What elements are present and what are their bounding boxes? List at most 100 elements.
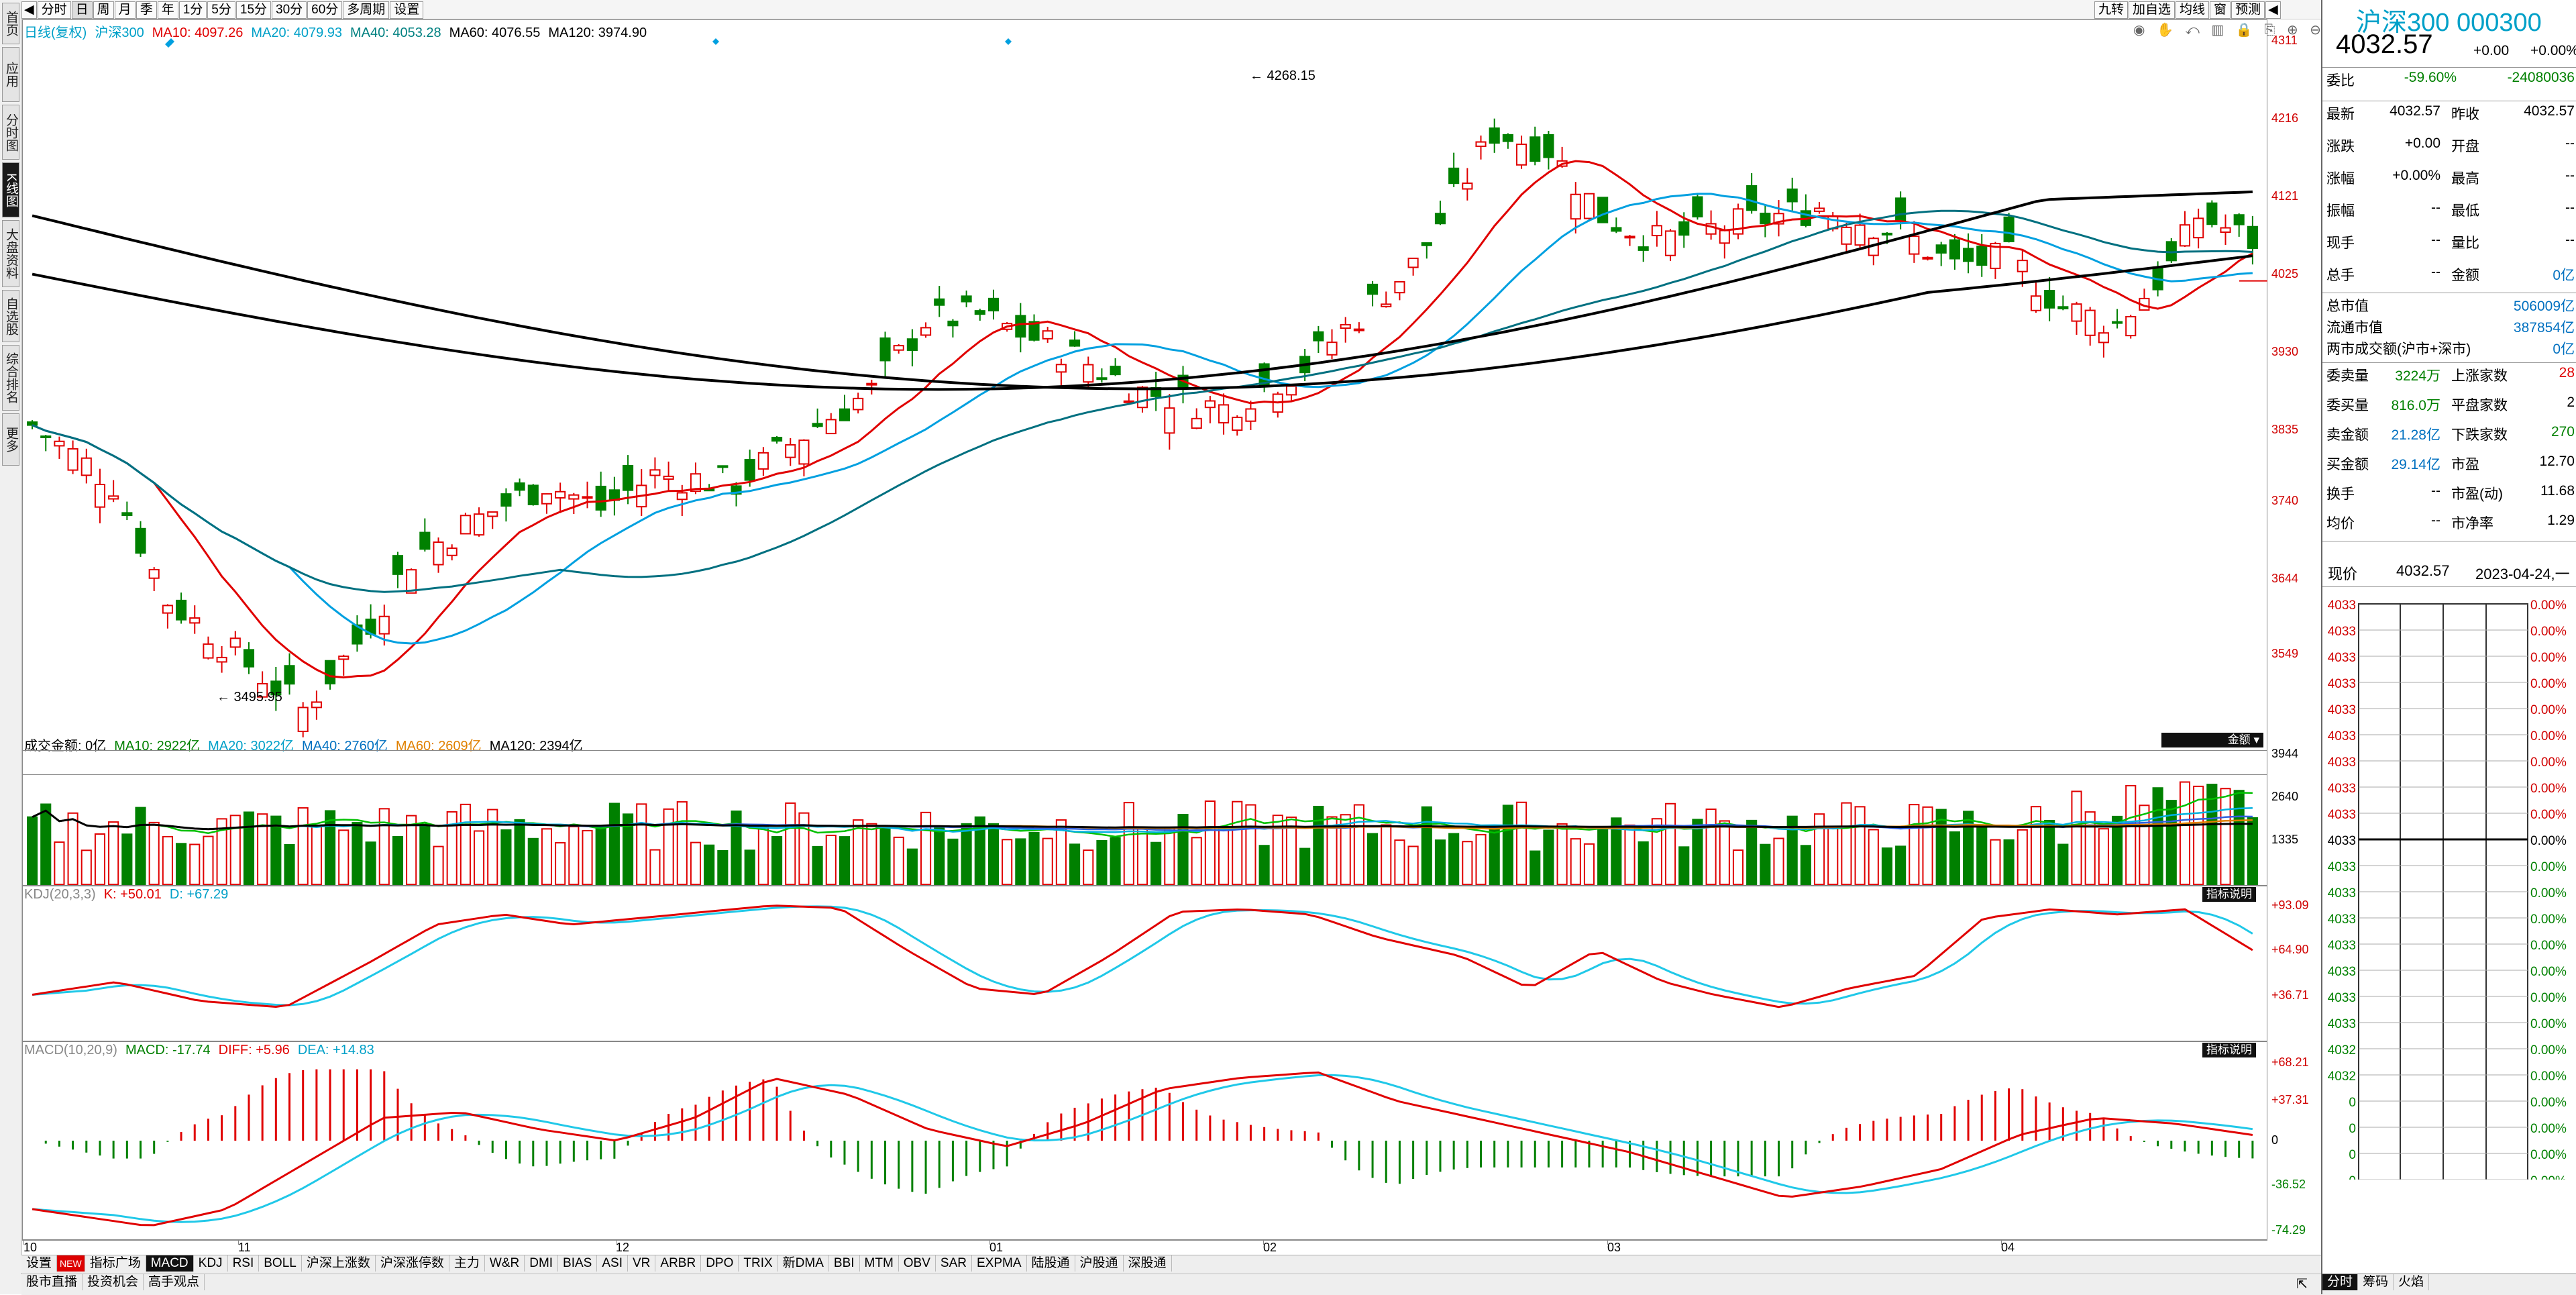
period-quarter[interactable]: 季 bbox=[136, 1, 157, 19]
candle[interactable] bbox=[595, 471, 606, 517]
candle[interactable] bbox=[1570, 182, 1581, 234]
sidebar-item-market-info[interactable]: 大盘资料 bbox=[2, 220, 19, 287]
ma-button[interactable]: 均线 bbox=[2176, 1, 2210, 19]
candle[interactable] bbox=[1665, 229, 1676, 261]
indicator-tab[interactable]: ASI bbox=[597, 1255, 628, 1272]
candle[interactable] bbox=[879, 331, 891, 377]
indicator-tab[interactable]: DPO bbox=[701, 1255, 739, 1272]
indicator-tab[interactable]: KDJ bbox=[194, 1255, 228, 1272]
candle[interactable] bbox=[487, 511, 498, 529]
macd-help-button[interactable]: 指标说明 bbox=[2202, 1043, 2256, 1057]
candle[interactable] bbox=[392, 552, 404, 588]
period-30min[interactable]: 30分 bbox=[272, 1, 307, 19]
candle[interactable] bbox=[1123, 393, 1134, 403]
candle[interactable] bbox=[853, 393, 864, 414]
candle[interactable] bbox=[1800, 194, 1811, 227]
candle[interactable] bbox=[771, 435, 783, 444]
event-marker-icon[interactable] bbox=[1005, 38, 1012, 45]
candle[interactable] bbox=[108, 480, 119, 503]
sidebar-item-kline[interactable]: K线图 bbox=[2, 162, 19, 217]
candle[interactable] bbox=[1692, 193, 1703, 220]
indicator-tab[interactable]: W&R bbox=[485, 1255, 525, 1272]
candle[interactable] bbox=[338, 654, 350, 676]
candle[interactable] bbox=[555, 482, 566, 513]
candle[interactable] bbox=[1638, 235, 1649, 262]
indicator-tab[interactable]: 深股通 bbox=[1124, 1255, 1172, 1272]
expand-arrow-icon[interactable]: ⇱ bbox=[2296, 1277, 2308, 1292]
candle[interactable] bbox=[176, 592, 187, 624]
add-watchlist-button[interactable]: 加自选 bbox=[2129, 1, 2176, 19]
candle[interactable] bbox=[1868, 236, 1879, 266]
candle[interactable] bbox=[2057, 295, 2069, 311]
mini-intraday-chart[interactable]: 4033 0.00% 4033 0.00% 4033 0.00% 4033 0.00% 4033… bbox=[2322, 589, 2576, 1180]
candle[interactable] bbox=[474, 507, 485, 537]
indicator-tab[interactable]: BIAS bbox=[558, 1255, 598, 1272]
candle[interactable] bbox=[406, 568, 417, 594]
candle[interactable] bbox=[419, 518, 431, 552]
candle[interactable] bbox=[1990, 242, 2001, 279]
candle[interactable] bbox=[2179, 211, 2191, 248]
candle[interactable] bbox=[717, 465, 729, 474]
expert-view-link[interactable]: 高手观点 bbox=[144, 1274, 205, 1290]
candle[interactable] bbox=[1394, 280, 1405, 301]
indicator-tab[interactable]: 主力 bbox=[449, 1255, 485, 1272]
candle[interactable] bbox=[229, 631, 241, 656]
period-year[interactable]: 年 bbox=[157, 1, 178, 19]
candle[interactable] bbox=[270, 666, 282, 711]
candle[interactable] bbox=[1475, 136, 1487, 160]
candle[interactable] bbox=[1164, 394, 1175, 450]
candle[interactable] bbox=[1218, 393, 1230, 435]
candle[interactable] bbox=[216, 645, 227, 673]
sidebar-item-watchlist[interactable]: 自选股 bbox=[2, 290, 19, 342]
candle[interactable] bbox=[663, 461, 674, 492]
indicator-tab[interactable]: 指标广场 bbox=[85, 1255, 146, 1272]
candle[interactable] bbox=[812, 408, 823, 428]
candle[interactable] bbox=[2044, 276, 2055, 321]
candle[interactable] bbox=[527, 484, 539, 506]
candle[interactable] bbox=[1326, 329, 1338, 360]
candle[interactable] bbox=[1854, 213, 1866, 248]
candle[interactable] bbox=[1611, 217, 1622, 234]
candle[interactable] bbox=[1015, 303, 1026, 353]
volume-type-dropdown[interactable]: 金额 ▾ bbox=[2161, 733, 2263, 747]
candle[interactable] bbox=[2030, 282, 2042, 313]
indicator-tab[interactable]: 设置 bbox=[21, 1255, 58, 1272]
legend-mode[interactable]: 日线(复权) bbox=[24, 25, 87, 40]
candle[interactable] bbox=[352, 615, 363, 652]
candle[interactable] bbox=[162, 604, 173, 629]
candle[interactable] bbox=[2098, 325, 2109, 358]
period-day[interactable]: 日 bbox=[71, 1, 93, 19]
indicator-tab[interactable]: SAR bbox=[936, 1255, 972, 1272]
candle[interactable] bbox=[135, 521, 146, 557]
candle[interactable] bbox=[1909, 221, 1920, 263]
candle[interactable] bbox=[961, 291, 972, 307]
candle[interactable] bbox=[1746, 173, 1758, 214]
candle[interactable] bbox=[757, 447, 769, 476]
candle[interactable] bbox=[608, 476, 620, 516]
sidebar-item-more[interactable]: 更多 bbox=[2, 413, 19, 466]
candle[interactable] bbox=[1042, 327, 1053, 343]
candle[interactable] bbox=[2071, 301, 2082, 335]
indicator-tab[interactable]: 新DMA bbox=[778, 1255, 829, 1272]
candle[interactable] bbox=[1502, 133, 1513, 149]
candle[interactable] bbox=[1232, 415, 1243, 436]
period-15min[interactable]: 15分 bbox=[235, 1, 272, 19]
candle[interactable] bbox=[1204, 396, 1216, 423]
candle[interactable] bbox=[1448, 152, 1460, 187]
candle[interactable] bbox=[2017, 249, 2028, 287]
candle[interactable] bbox=[243, 642, 255, 674]
candle[interactable] bbox=[798, 439, 810, 476]
event-marker-icon[interactable] bbox=[165, 41, 172, 48]
candle[interactable] bbox=[1489, 118, 1500, 153]
indicator-tab[interactable]: MTM bbox=[860, 1255, 899, 1272]
kdj-chart[interactable] bbox=[22, 886, 2267, 1041]
candle[interactable] bbox=[974, 309, 985, 321]
candle[interactable] bbox=[623, 455, 634, 505]
kdj-help-button[interactable]: 指标说明 bbox=[2202, 887, 2256, 902]
candle[interactable] bbox=[1150, 372, 1162, 411]
period-5min[interactable]: 5分 bbox=[207, 1, 235, 19]
candle[interactable] bbox=[1381, 291, 1392, 308]
candle[interactable] bbox=[1651, 211, 1662, 247]
candle[interactable] bbox=[40, 435, 52, 452]
candle[interactable] bbox=[2220, 214, 2231, 246]
